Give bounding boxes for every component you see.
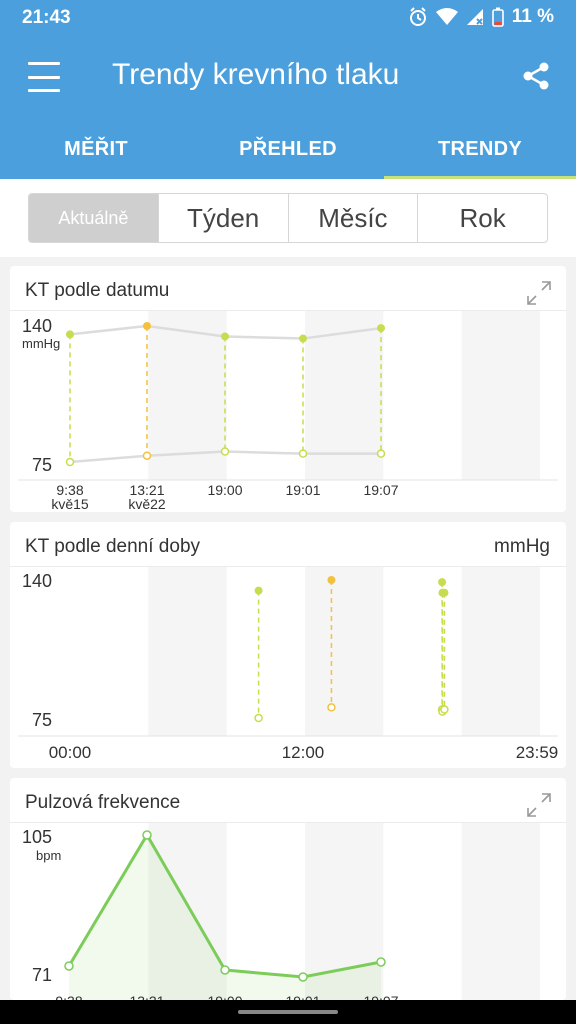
x-tick-time: 19:00 <box>207 482 242 498</box>
status-icons: 11 % <box>408 6 554 28</box>
period-month-button[interactable]: Měsíc <box>287 194 418 242</box>
x-tick-time: 9:38 <box>55 993 82 1000</box>
diastolic-point <box>298 449 308 458</box>
y-tick-label: 75 <box>32 710 52 730</box>
systolic-point <box>440 588 449 597</box>
tab-trendy[interactable]: TRENDY <box>384 122 576 179</box>
diastolic-point <box>142 451 152 460</box>
pulse-point <box>220 965 230 975</box>
expand-icon[interactable] <box>524 790 554 820</box>
chart-band <box>461 567 540 736</box>
page-title: Trendy krevního tlaku <box>112 58 400 91</box>
diastolic-point <box>327 703 336 712</box>
chart-band <box>305 311 384 480</box>
x-tick-time: 9:38 <box>56 482 83 498</box>
y-tick-label: 71 <box>32 965 52 985</box>
x-tick-time: 19:00 <box>207 993 242 1000</box>
y-tick-label: 140 <box>22 571 52 591</box>
bp-by-time-title: KT podle denní doby <box>25 536 201 557</box>
chart-band <box>148 567 227 736</box>
tab-prehled[interactable]: PŘEHLED <box>239 138 337 160</box>
pulse-title: Pulzová frekvence <box>25 792 181 813</box>
tab-bar: MĚŘIT PŘEHLED TRENDY <box>0 122 576 179</box>
wifi-icon <box>435 8 458 25</box>
menu-icon[interactable] <box>28 62 68 92</box>
systolic-point <box>254 586 263 595</box>
bp-by-time-unit: mmHg <box>494 536 550 557</box>
y-unit-label: mmHg <box>22 336 60 351</box>
diastolic-point <box>220 447 230 456</box>
systolic-point <box>221 332 229 341</box>
pulse-point <box>298 972 308 982</box>
period-week-button[interactable]: Týden <box>157 194 288 242</box>
chart-band <box>305 567 384 736</box>
diastolic-point <box>254 713 263 723</box>
y-unit-label: bpm <box>36 848 61 863</box>
bp-by-time-chart: 140 75 00:00 12:00 23:59 <box>18 567 559 762</box>
battery-level: 11 % <box>511 6 554 27</box>
diastolic-point <box>440 705 449 714</box>
alarm-icon <box>409 7 426 26</box>
y-tick-label: 140 <box>22 316 52 336</box>
pulse-area <box>69 835 381 1000</box>
x-tick-date: kvě15 <box>51 496 89 512</box>
pulse-point <box>376 957 386 967</box>
bp-by-date-title: KT podle datumu <box>25 280 170 301</box>
share-icon[interactable] <box>520 60 552 92</box>
status-time: 21:43 <box>22 7 71 28</box>
x-tick-time: 13:21 <box>129 993 164 1000</box>
y-tick-label: 75 <box>32 455 52 475</box>
systolic-point <box>299 334 307 343</box>
period-year-button[interactable]: Rok <box>417 194 547 242</box>
card-divider <box>10 822 566 823</box>
diastolic-point <box>376 449 386 458</box>
x-tick-label: 23:59 <box>516 743 559 762</box>
system-nav-bar <box>0 1000 576 1024</box>
chart-band <box>148 822 227 1000</box>
systolic-point <box>143 322 151 330</box>
systolic-point <box>377 324 385 333</box>
tab-merit[interactable]: MĚŘIT <box>64 138 128 160</box>
chart-band <box>461 311 540 480</box>
signal-icon <box>466 9 483 25</box>
expand-icon[interactable] <box>524 278 554 308</box>
x-tick-time: 19:01 <box>285 482 320 498</box>
x-tick-label: 12:00 <box>282 743 325 762</box>
systolic-point <box>66 330 74 339</box>
period-selector: Aktuálně Týden Měsíc Rok <box>28 193 548 243</box>
pulse-point <box>64 961 74 971</box>
bp-by-time-card: 140 75 00:00 12:00 23:59 KT podle denní doby… <box>10 522 566 768</box>
app-bar: 21:43 11 % Trendy krevního tlaku MĚŘIT P… <box>0 0 576 179</box>
pulse-point <box>142 830 152 840</box>
chart-band <box>461 822 540 1000</box>
status-bar: 21:43 11 % <box>0 0 576 34</box>
toolbar: Trendy krevního tlaku <box>0 44 576 110</box>
period-selector-area: Aktuálně Týden Měsíc Rok <box>0 179 576 257</box>
y-tick-label: 105 <box>22 827 52 847</box>
home-gesture-bar[interactable] <box>238 1010 338 1014</box>
x-tick-time: 19:07 <box>363 993 398 1000</box>
systolic-point <box>327 576 336 584</box>
period-current-button[interactable]: Aktuálně <box>29 194 158 242</box>
systolic-point <box>438 578 447 587</box>
x-tick-time: 13:21 <box>129 482 164 498</box>
x-tick-time: 19:01 <box>285 993 320 1000</box>
bp-by-date-card: 140 mmHg 75 9:38 kvě15 13:21 kvě22 19:00 19:01 19… <box>10 266 566 512</box>
x-tick-time: 19:07 <box>363 482 398 498</box>
x-tick-label: 00:00 <box>49 743 92 762</box>
card-divider <box>10 566 566 567</box>
diastolic-point <box>65 457 75 467</box>
card-divider <box>10 310 566 311</box>
battery-icon <box>491 7 504 27</box>
x-tick-date: kvě22 <box>128 496 166 512</box>
